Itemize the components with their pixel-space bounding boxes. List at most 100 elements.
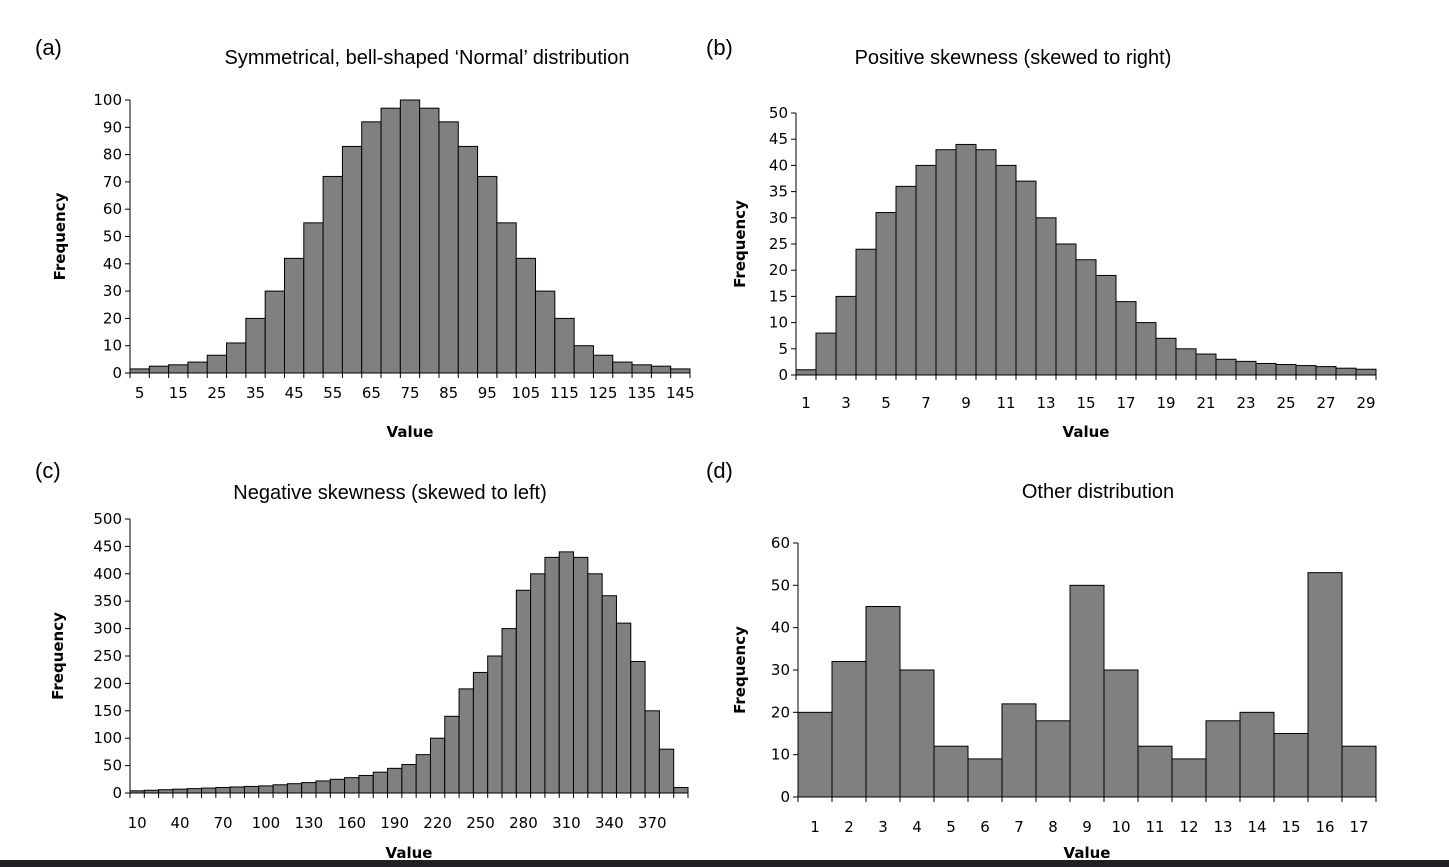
panel-c-y-tick-label: 50	[103, 757, 122, 775]
panel-a-bar-120	[573, 345, 594, 374]
panel-b-y-tick-label: 30	[769, 209, 788, 227]
panel-c-bar-360	[630, 660, 646, 794]
panel-a: (a) Symmetrical, bell-shaped ‘Normal’ dis…	[35, 35, 695, 441]
panel-b-bar-1	[795, 369, 817, 376]
panel-a-bar-70	[380, 107, 401, 374]
panel-d-bar-6	[967, 758, 1003, 798]
panel-b-x-axis-title: Value	[1063, 423, 1110, 441]
panel-b-bar-4	[855, 248, 877, 376]
panel-d-y-tick-label: 50	[771, 576, 790, 594]
panel-a-y-tick-label: 50	[103, 228, 122, 246]
panel-a-x-tick-label: 25	[207, 384, 226, 402]
panel-b-bar-20	[1175, 348, 1197, 376]
panel-a-bar-85	[438, 121, 459, 374]
panel-a-bar-125	[592, 354, 614, 374]
panel-b-bar-21	[1195, 353, 1217, 376]
panel-a-bar-35	[245, 317, 266, 374]
panel-b-y-tick-label: 45	[769, 130, 788, 148]
panel-d-bar-2	[831, 661, 867, 798]
panel-c-bar-60	[201, 787, 217, 794]
panel-c-y-tick-label: 100	[93, 729, 122, 747]
panel-c-bar-210	[415, 754, 431, 794]
panel-d-bar-16	[1307, 572, 1343, 798]
panel-a-bar-10	[148, 365, 170, 374]
panel-a-letter: (a)	[35, 35, 62, 60]
panel-d-x-tick-label: 9	[1082, 818, 1092, 836]
panel-b-x-tick-label: 3	[841, 394, 851, 412]
panel-b-x-tick-label: 7	[921, 394, 931, 412]
panel-c-bar-120	[286, 783, 303, 794]
panel-d-x-tick-label: 13	[1213, 818, 1232, 836]
panel-b-bar-23	[1235, 360, 1257, 376]
panel-c-y-tick-label: 400	[93, 565, 122, 583]
panel-d-y-axis-title: Frequency	[731, 626, 749, 714]
panel-a-x-axis-title: Value	[387, 423, 434, 441]
panel-b-bar-3	[835, 295, 857, 376]
panel-a-y-tick-label: 60	[103, 200, 122, 218]
panel-b-bar-16	[1095, 274, 1117, 376]
panel-c-bar-190	[387, 767, 403, 794]
panel-b: (b) Positive skewness (skewed to right) 0 5…	[706, 35, 1377, 441]
panel-d-bar-10	[1103, 669, 1139, 798]
panel-d-x-tick-label: 4	[912, 818, 922, 836]
panel-a-bar-105	[515, 257, 537, 374]
panel-b-y-tick-label: 15	[769, 287, 788, 305]
panel-a-y-tick-label: 10	[103, 337, 122, 355]
panel-c-bar-160	[344, 777, 360, 794]
panel-d-y-tick-label: 30	[771, 661, 790, 679]
panel-b-letter: (b)	[706, 35, 733, 60]
panel-d-x-tick-label: 7	[1014, 818, 1024, 836]
panel-d-bar-1	[797, 711, 833, 798]
panel-c-bar-380	[658, 748, 675, 794]
panel-d-title: Other distribution	[1022, 481, 1174, 503]
panel-d-x-axis-title: Value	[1064, 844, 1111, 862]
panel-c-bar-90	[243, 785, 260, 794]
panel-b-bar-13	[1035, 217, 1057, 376]
panel-c-y-tick-label: 250	[93, 647, 122, 665]
panel-a-y-tick-label: 40	[103, 255, 122, 273]
panel-a-x-tick-label: 115	[550, 384, 579, 402]
panel-b-x-tick-label: 5	[881, 394, 891, 412]
panel-c-y-tick-label: 450	[93, 537, 122, 555]
panel-c-x-tick-label: 160	[337, 814, 366, 832]
panel-c: (c) Negative skewness (skewed to left) 0 50…	[35, 458, 689, 862]
panel-b-bar-2	[815, 332, 837, 376]
panel-c-bar-270	[501, 628, 517, 794]
panel-b-bar-9	[955, 143, 977, 376]
panel-b-x-tick-label: 15	[1076, 394, 1095, 412]
panel-b-y-tick-label: 5	[778, 340, 788, 358]
panel-d-x-tick-label: 11	[1145, 818, 1164, 836]
panel-d-bar-7	[1001, 703, 1037, 798]
panel-b-x-tick-label: 13	[1036, 394, 1055, 412]
panel-b-x-tick-label: 29	[1356, 394, 1375, 412]
panel-b-x-tick-label: 9	[961, 394, 971, 412]
panel-a-y-tick-label: 70	[103, 173, 122, 191]
panel-a-y-axis-title: Frequency	[51, 192, 69, 280]
panel-c-bar-70	[215, 787, 231, 794]
panel-d-bar-12	[1171, 758, 1207, 798]
panel-c-bar-290	[530, 573, 546, 794]
panel-d-bar-14	[1239, 711, 1275, 798]
panel-b-bar-24	[1255, 362, 1277, 376]
panel-a-bar-50	[303, 222, 324, 374]
panel-c-bar-310	[558, 551, 575, 794]
panel-c-x-axis-title: Value	[386, 844, 433, 862]
panel-c-x-tick-label: 250	[466, 814, 495, 832]
panel-b-y-tick-label: 25	[769, 235, 788, 253]
panel-c-x-tick-label: 280	[509, 814, 538, 832]
panel-a-y-tick-label: 100	[93, 91, 122, 109]
panel-a-x-tick-label: 55	[323, 384, 342, 402]
panel-d-y-tick-label: 0	[780, 788, 790, 806]
panel-d-x-tick-label: 5	[946, 818, 956, 836]
panel-a-y-tick-label: 20	[103, 309, 122, 327]
panel-a-y-tick-label: 30	[103, 282, 122, 300]
panel-b-y-tick-label: 35	[769, 183, 788, 201]
panel-d-x-tick-label: 12	[1179, 818, 1198, 836]
panel-c-y-tick-label: 500	[93, 510, 122, 528]
panel-d-y-tick-label: 20	[771, 703, 790, 721]
panel-a-bar-65	[361, 121, 382, 374]
panel-a-bar-130	[612, 361, 633, 374]
panel-c-bar-390	[673, 787, 689, 794]
panel-a-x-tick-label: 95	[478, 384, 497, 402]
